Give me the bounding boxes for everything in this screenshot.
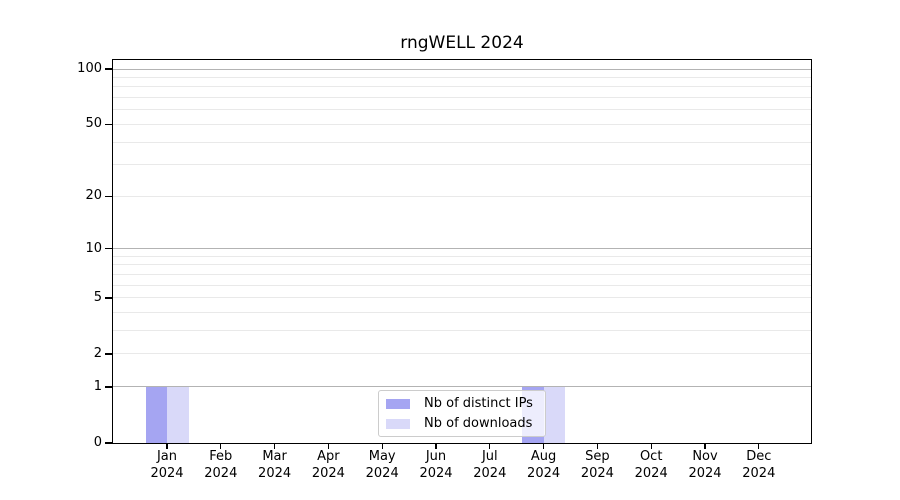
- legend-swatch-distinct-ips-icon: [386, 398, 410, 409]
- x-tick-mark: [704, 443, 706, 449]
- x-tick-label: Mar 2024: [235, 449, 315, 482]
- x-tick-label: Jan 2024: [127, 449, 207, 482]
- gridline-minor: [113, 274, 811, 276]
- x-tick-month: Jun: [425, 449, 447, 464]
- x-tick-mark: [381, 443, 383, 449]
- x-tick-year: 2024: [742, 465, 776, 481]
- x-tick-month: Mar: [262, 449, 287, 464]
- gridline-minor: [113, 86, 811, 88]
- gridline-minor: [113, 164, 811, 166]
- gridline-minor: [113, 123, 811, 125]
- y-tick-label: 20: [85, 188, 102, 204]
- legend-item-distinct-ips: Nb of distinct IPs: [386, 396, 545, 411]
- gridline-minor: [113, 195, 811, 197]
- x-tick-mark: [758, 443, 760, 449]
- y-tick-mark: [105, 195, 112, 198]
- x-tick-mark: [596, 443, 599, 449]
- y-tick-label: 5: [93, 289, 102, 305]
- x-tick-mark: [435, 443, 437, 449]
- x-tick-year: 2024: [419, 465, 453, 481]
- gridline-minor: [113, 297, 811, 299]
- gridline-minor: [113, 97, 811, 99]
- x-tick-year: 2024: [634, 465, 668, 481]
- x-tick-label: Dec 2024: [719, 449, 799, 482]
- x-tick-year: 2024: [204, 465, 238, 481]
- x-tick-label: Jun 2024: [396, 449, 476, 482]
- y-tick-mark: [105, 248, 112, 250]
- y-tick-label: 100: [77, 61, 102, 77]
- gridline-minor: [113, 312, 811, 314]
- x-tick-year: 2024: [688, 465, 722, 481]
- x-tick-mark: [273, 443, 276, 449]
- x-tick-label: Jul 2024: [450, 449, 530, 482]
- x-tick-year: 2024: [580, 465, 614, 481]
- legend-item-downloads: Nb of downloads: [386, 416, 545, 431]
- x-tick-month: Dec: [746, 449, 772, 464]
- legend-label-distinct-ips: Nb of distinct IPs: [424, 396, 533, 411]
- y-tick-mark: [105, 353, 112, 355]
- x-tick-label: Feb 2024: [181, 449, 261, 482]
- x-tick-month: May: [368, 449, 396, 464]
- x-tick-month: Apr: [317, 449, 340, 464]
- gridline-major: [113, 386, 811, 388]
- x-tick-year: 2024: [365, 465, 399, 481]
- gridline-major: [113, 68, 811, 70]
- chart-title: rngWELL 2024: [400, 33, 524, 53]
- gridline-minor: [113, 353, 811, 355]
- x-tick-mark: [220, 443, 222, 449]
- x-tick-label: Oct 2024: [611, 449, 691, 482]
- y-tick-label: 2: [93, 345, 102, 361]
- x-tick-year: 2024: [258, 465, 292, 481]
- y-tick-mark: [105, 442, 112, 444]
- y-tick-mark: [105, 386, 112, 388]
- x-tick-year: 2024: [473, 465, 507, 481]
- x-tick-mark: [327, 443, 330, 449]
- y-tick-label: 0: [93, 435, 102, 450]
- x-tick-label: Apr 2024: [288, 449, 368, 482]
- bar-downloads: [167, 386, 189, 443]
- gridline-minor: [113, 255, 811, 257]
- gridline-minor: [113, 141, 811, 143]
- legend-label-downloads: Nb of downloads: [424, 416, 533, 431]
- x-tick-year: 2024: [150, 465, 184, 481]
- x-tick-year: 2024: [527, 465, 561, 481]
- y-tick-label: 10: [85, 240, 102, 256]
- x-tick-month: Oct: [639, 449, 663, 464]
- x-tick-label: Aug 2024: [504, 449, 584, 482]
- gridline-minor: [113, 264, 811, 266]
- x-tick-month: Jan: [156, 449, 178, 464]
- x-tick-mark: [650, 443, 652, 449]
- x-tick-label: May 2024: [342, 449, 422, 482]
- x-tick-month: Feb: [209, 449, 233, 464]
- x-tick-label: Sep 2024: [557, 449, 637, 482]
- x-tick-month: Nov: [692, 449, 718, 464]
- x-tick-mark: [489, 443, 491, 449]
- y-tick-mark: [105, 123, 112, 126]
- bar-downloads: [543, 386, 566, 443]
- gridline-minor: [113, 330, 811, 332]
- x-tick-month: Jul: [481, 449, 498, 464]
- x-tick-mark: [166, 443, 168, 449]
- gridline-minor: [113, 77, 811, 79]
- y-tick-label: 50: [85, 116, 102, 132]
- gridline-major: [113, 248, 811, 250]
- x-tick-month: Sep: [585, 449, 610, 464]
- x-tick-year: 2024: [311, 465, 345, 481]
- x-tick-month: Aug: [530, 449, 557, 464]
- legend-swatch-downloads-icon: [386, 418, 410, 429]
- y-tick-mark: [105, 297, 112, 299]
- bar-distinct-ips: [145, 386, 167, 443]
- x-tick-mark: [542, 443, 545, 449]
- gridline-minor: [113, 109, 811, 111]
- legend: Nb of distinct IPs Nb of downloads: [378, 390, 546, 437]
- y-tick-mark: [105, 68, 112, 70]
- axes-frame: [111, 58, 812, 444]
- gridline-minor: [113, 284, 811, 286]
- y-tick-label: 1: [93, 378, 102, 394]
- x-tick-label: Nov 2024: [665, 449, 745, 482]
